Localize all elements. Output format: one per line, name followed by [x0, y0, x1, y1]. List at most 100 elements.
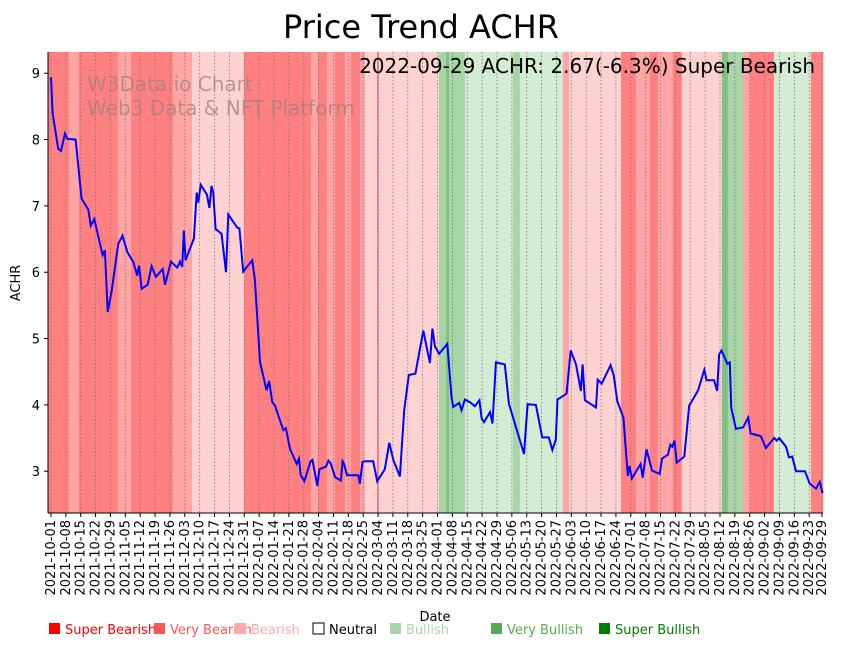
x-tick-label: 2022-04-15	[460, 520, 475, 596]
x-tick-label: 2022-07-08	[639, 520, 654, 596]
x-tick-label: 2022-09-23	[802, 520, 817, 596]
band-super-bullish	[446, 52, 450, 513]
x-tick-label: 2022-04-22	[475, 520, 490, 596]
x-tick-label: 2022-04-01	[431, 520, 446, 596]
y-tick-label: 5	[32, 333, 40, 348]
band-super-bullish	[721, 52, 729, 513]
x-tick-label: 2022-06-03	[564, 520, 579, 596]
x-tick-label: 2022-02-04	[312, 520, 327, 596]
legend-swatch	[154, 623, 165, 634]
x-tick-label: 2022-01-21	[282, 520, 297, 596]
x-tick-label: 2021-12-31	[237, 520, 252, 596]
latest-annotation: 2022-09-29 ACHR: 2.67(-6.3%) Super Beari…	[359, 54, 815, 78]
band-super-bearish	[334, 52, 346, 513]
x-tick-label: 2022-03-11	[386, 520, 401, 596]
x-tick-label: 2021-12-03	[178, 520, 193, 596]
x-tick-label: 2021-10-01	[44, 520, 59, 596]
price-line	[50, 77, 824, 494]
band-very-bearish	[742, 52, 751, 513]
y-tick-label: 8	[32, 134, 40, 149]
legend-swatch	[491, 623, 502, 634]
legend-swatch	[390, 623, 401, 634]
x-tick-label: 2022-08-19	[728, 520, 743, 596]
x-tick-label: 2022-02-18	[341, 520, 356, 596]
y-axis-label: ACHR	[9, 265, 24, 302]
legend-label: Bullish	[406, 623, 449, 638]
x-tick-label: 2022-08-12	[713, 520, 728, 596]
band-bullish	[464, 52, 514, 513]
x-tick-label: 2022-03-18	[401, 520, 416, 596]
band-very-bullish	[512, 52, 521, 513]
y-tick-label: 4	[32, 399, 40, 414]
band-very-bearish	[326, 52, 336, 513]
x-tick-label: 2022-02-11	[326, 520, 341, 596]
x-tick-label: 2022-09-09	[772, 520, 787, 596]
legend: Super Bearish Very Bearish Bearish Neutral B…	[49, 622, 700, 638]
x-tick-label: 2022-04-08	[445, 520, 460, 596]
x-tick-label: 2021-10-22	[89, 520, 104, 596]
legend-swatch	[49, 623, 60, 634]
watermark-text: W3Data.io Chart	[87, 72, 253, 96]
chart-title: Price Trend ACHR	[283, 8, 559, 46]
x-tick-label: 2022-05-27	[549, 520, 564, 596]
band-super-bearish	[672, 52, 683, 513]
x-tick-label: 2022-07-01	[624, 520, 639, 596]
legend-item: Bullish	[390, 623, 449, 638]
x-tick-label: 2021-12-10	[193, 520, 208, 596]
band-very-bullish	[727, 52, 744, 513]
band-super-bearish	[48, 52, 70, 513]
band-very-bearish	[310, 52, 319, 513]
band-super-bearish	[649, 52, 659, 513]
x-axis-label: Date	[419, 610, 450, 625]
band-very-bearish	[635, 52, 651, 513]
x-tick-label: 2022-08-26	[743, 520, 758, 596]
band-bullish	[519, 52, 564, 513]
legend-label: Super Bullish	[615, 623, 700, 638]
x-tick-label: 2022-01-28	[297, 520, 312, 596]
band-super-bearish	[317, 52, 328, 513]
x-tick-label: 2022-01-07	[252, 520, 267, 596]
x-tick-label: 2022-09-29	[815, 520, 830, 596]
x-axis-ticks: 2021-10-01 2021-10-08 2021-10-15 2021-10-22…	[44, 513, 830, 596]
legend-item: Very Bullish	[491, 623, 583, 638]
x-tick-label: 2022-03-25	[416, 520, 431, 596]
y-tick-label: 7	[32, 200, 40, 215]
band-very-bearish	[657, 52, 674, 513]
band-super-bearish	[350, 52, 361, 513]
band-very-bearish	[69, 52, 80, 513]
band-bearish	[191, 52, 245, 513]
legend-item: Super Bullish	[599, 623, 700, 638]
sentiment-bands	[48, 52, 824, 513]
band-bearish	[364, 52, 378, 513]
band-super-bearish	[79, 52, 119, 513]
x-tick-label: 2022-03-04	[371, 520, 386, 596]
legend-label: Very Bearish	[170, 623, 252, 638]
legend-item: Bearish	[235, 623, 300, 638]
x-tick-label: 2022-09-16	[787, 520, 802, 596]
x-tick-label: 2021-11-12	[133, 520, 148, 596]
x-tick-label: 2021-10-15	[74, 520, 89, 596]
legend-label: Super Bearish	[65, 623, 156, 638]
band-super-bearish	[810, 52, 824, 513]
y-axis-ticks: 3 4 5 6 7 8 9	[32, 67, 48, 480]
x-tick-label: 2022-07-29	[683, 520, 698, 596]
band-very-bullish	[448, 52, 466, 513]
legend-item: Very Bearish	[154, 623, 252, 638]
band-very-bearish	[172, 52, 193, 513]
legend-item: Neutral	[312, 622, 377, 638]
x-tick-label: 2022-07-15	[654, 520, 669, 596]
legend-swatch	[599, 623, 610, 634]
band-super-bearish	[621, 52, 637, 513]
x-tick-label: 2022-07-22	[668, 520, 683, 596]
x-tick-label: 2022-04-29	[490, 520, 505, 596]
x-tick-label: 2022-06-17	[594, 520, 609, 596]
band-very-bearish	[117, 52, 132, 513]
legend-swatch	[235, 623, 246, 634]
x-tick-label: 2022-05-20	[535, 520, 550, 596]
x-tick-label: 2021-10-29	[103, 520, 118, 596]
legend-label: Neutral	[329, 623, 377, 638]
x-tick-label: 2021-11-19	[148, 520, 163, 596]
